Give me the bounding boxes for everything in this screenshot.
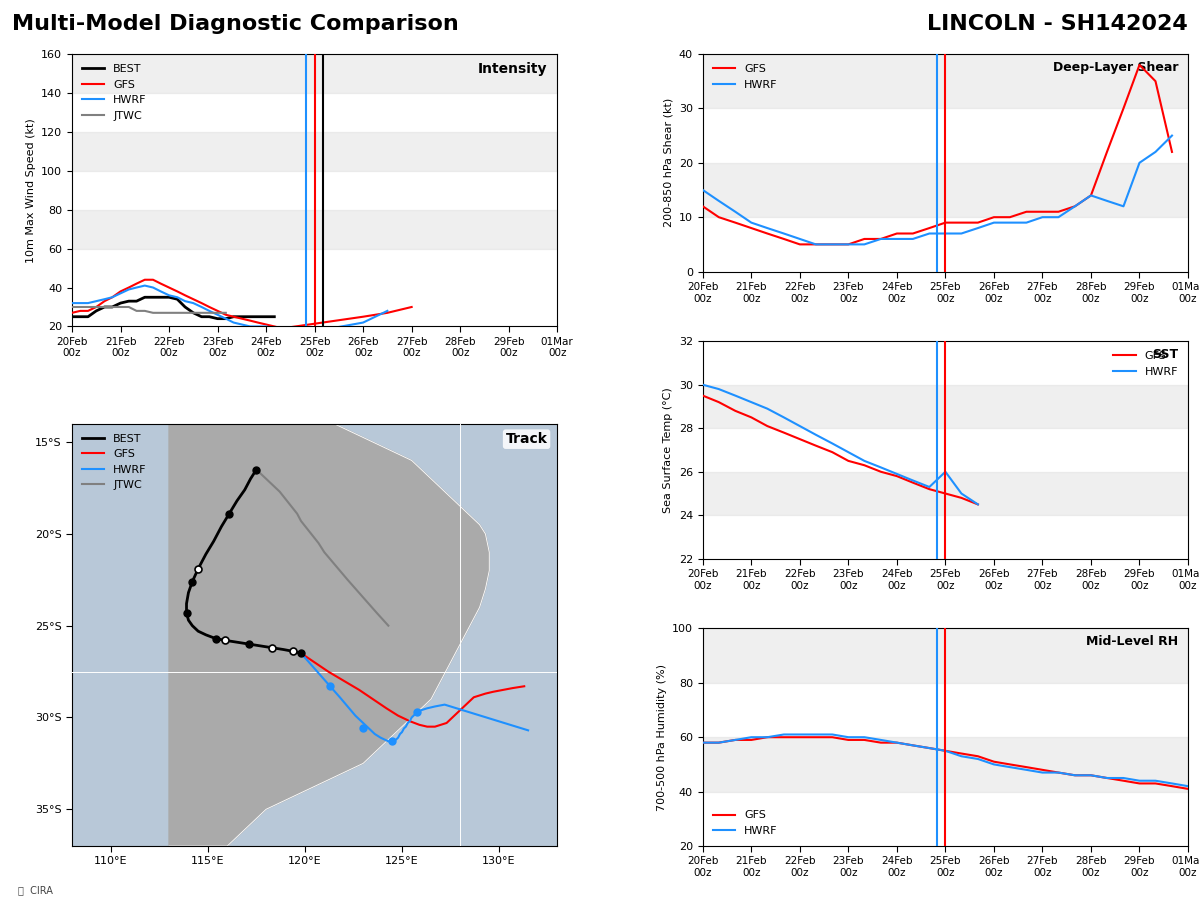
Legend: GFS, HWRF: GFS, HWRF <box>708 806 782 841</box>
Y-axis label: 700-500 hPa Humidity (%): 700-500 hPa Humidity (%) <box>656 663 666 811</box>
Bar <box>703 163 1188 217</box>
Y-axis label: 10m Max Wind Speed (kt): 10m Max Wind Speed (kt) <box>25 118 36 263</box>
Text: LINCOLN - SH142024: LINCOLN - SH142024 <box>928 14 1188 33</box>
Legend: GFS, HWRF: GFS, HWRF <box>1109 346 1182 382</box>
Text: SST: SST <box>1152 347 1178 361</box>
Text: Track: Track <box>505 432 547 446</box>
Bar <box>72 210 557 248</box>
Bar <box>72 54 557 93</box>
Text: Multi-Model Diagnostic Comparison: Multi-Model Diagnostic Comparison <box>12 14 458 33</box>
Y-axis label: 200-850 hPa Shear (kt): 200-850 hPa Shear (kt) <box>664 98 673 228</box>
Bar <box>703 737 1188 792</box>
Polygon shape <box>169 424 490 846</box>
Bar <box>703 384 1188 428</box>
Legend: GFS, HWRF: GFS, HWRF <box>708 59 782 94</box>
Bar <box>703 628 1188 683</box>
Bar <box>72 131 557 171</box>
Text: Mid-Level RH: Mid-Level RH <box>1086 634 1178 648</box>
Bar <box>703 54 1188 108</box>
Legend: BEST, GFS, HWRF, JTWC: BEST, GFS, HWRF, JTWC <box>78 59 151 125</box>
Text: Intensity: Intensity <box>478 62 547 77</box>
Y-axis label: Sea Surface Temp (°C): Sea Surface Temp (°C) <box>664 387 673 513</box>
Text: Deep-Layer Shear: Deep-Layer Shear <box>1052 60 1178 74</box>
Bar <box>703 472 1188 516</box>
Legend: BEST, GFS, HWRF, JTWC: BEST, GFS, HWRF, JTWC <box>78 429 151 495</box>
Text: Ⓒ  CIRA: Ⓒ CIRA <box>18 886 53 896</box>
